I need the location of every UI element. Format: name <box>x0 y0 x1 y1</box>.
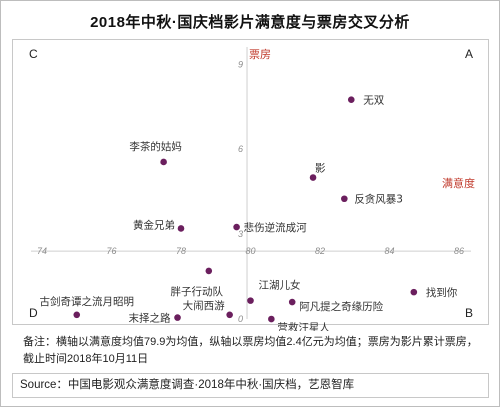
data-point-label: 找到你 <box>426 286 458 299</box>
x-axis-name: 满意度 <box>442 176 475 190</box>
data-point <box>341 195 348 203</box>
data-point <box>205 267 213 275</box>
y-tick-label: 6 <box>238 144 243 154</box>
y-tick-label: 3 <box>238 229 243 239</box>
data-point <box>288 298 296 306</box>
data-point-label: 反贪风暴3 <box>354 193 403 206</box>
data-point-label: 阿凡提之奇缘历险 <box>299 300 383 313</box>
data-point-label: 无双 <box>363 95 384 107</box>
quadrant-label-bottom-right: B <box>465 306 473 320</box>
x-tick-label: 74 <box>37 246 47 256</box>
data-point-label: 悲伤逆流成河 <box>244 221 307 234</box>
data-point <box>309 174 317 181</box>
x-tick-label: 76 <box>106 246 116 256</box>
x-tick-label: 84 <box>384 246 394 256</box>
data-point-label: 营救汪星人 <box>277 321 330 331</box>
data-point-label: 江湖儿女 <box>259 279 301 292</box>
data-point-label: 影 <box>315 162 326 175</box>
plot-area-border <box>12 39 489 325</box>
y-axis-name: 票房 <box>249 48 271 61</box>
data-point-label: 大闹西游 <box>183 299 225 312</box>
note-line-1: 备注：横轴以满意度均值79.9为均值，纵轴以票房均值2.4亿元为均值；票房为影片… <box>23 336 478 348</box>
quadrant-label-top-right: A <box>465 47 473 61</box>
x-tick-label: 86 <box>454 246 464 256</box>
data-point-label: 古剑奇谭之流月昭明 <box>40 295 135 308</box>
y-tick-label: 0 <box>238 314 243 324</box>
x-tick-label: 82 <box>315 246 325 256</box>
data-point <box>174 314 181 321</box>
data-point-label: 李茶的姑妈 <box>129 140 182 153</box>
data-point <box>226 311 233 319</box>
data-point <box>73 311 81 319</box>
data-point <box>160 158 167 166</box>
data-point-label: 胖子行动队 <box>171 285 224 298</box>
data-point-label: 黄金兄弟 <box>133 218 175 231</box>
data-point <box>233 223 240 231</box>
data-point <box>247 297 254 304</box>
note-line-2: 截止时间2018年10月11日 <box>23 353 149 365</box>
chart-note: 备注：横轴以满意度均值79.9为均值，纵轴以票房均值2.4亿元为均值；票房为影片… <box>23 334 483 368</box>
data-point-label: 末择之路 <box>129 312 171 325</box>
chart-title: 2018年中秋·国庆档影片满意度与票房交叉分析 <box>90 14 410 31</box>
data-point <box>347 96 355 103</box>
y-tick-label: 9 <box>238 59 243 69</box>
data-point <box>410 288 418 296</box>
data-point <box>177 225 185 232</box>
x-tick-label: 78 <box>176 246 186 256</box>
source-line: Source：中国电影观众满意度调查·2018年中秋·国庆档，艺恩智库 <box>12 373 489 398</box>
quadrant-label-bottom-left: D <box>29 306 38 320</box>
data-point <box>268 315 275 323</box>
x-tick-label: 80 <box>245 246 255 256</box>
quadrant-label-top-left: C <box>29 47 38 61</box>
